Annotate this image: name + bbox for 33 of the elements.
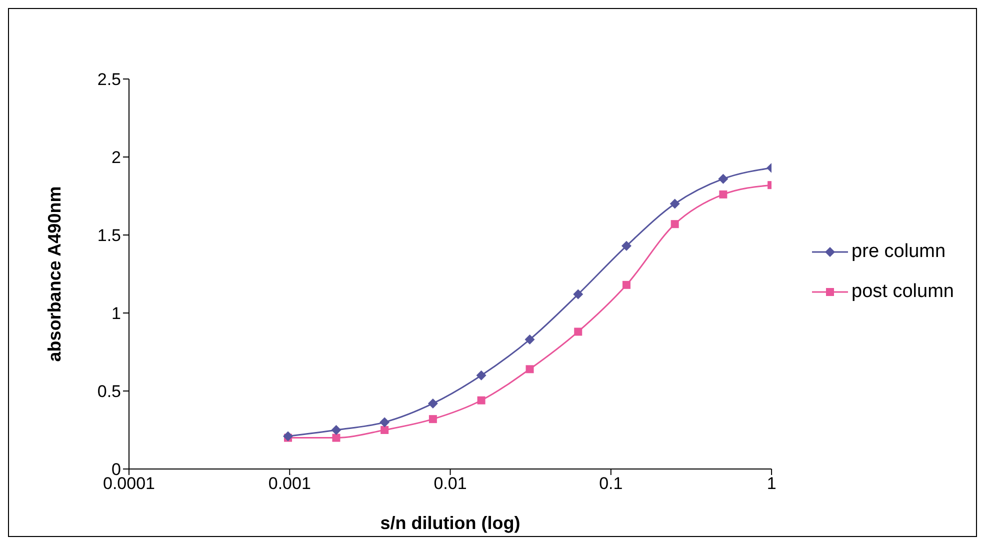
point — [283, 431, 294, 442]
point — [331, 425, 342, 435]
y-tick-label: 0.5 — [97, 382, 121, 402]
point — [622, 280, 630, 289]
x-tick-label: 0.01 — [434, 474, 467, 494]
x-tick-label: 0.001 — [268, 474, 311, 494]
x-axis-title: s/n dilution (log) — [380, 513, 520, 533]
point — [621, 240, 632, 251]
legend-label: post column — [852, 280, 954, 302]
point — [476, 370, 486, 380]
point — [574, 328, 582, 336]
point — [380, 426, 389, 434]
y-tick-label: 1.5 — [97, 226, 121, 246]
legend-label: pre column — [852, 240, 946, 262]
point — [526, 365, 534, 374]
point — [477, 396, 486, 404]
y-tick-label: 2 — [112, 148, 121, 168]
point — [670, 198, 680, 209]
point — [428, 415, 437, 424]
x-tick-label: 1 — [766, 474, 776, 494]
point — [332, 434, 340, 442]
y-axis-title: absorbance A490nm — [44, 186, 64, 362]
point — [380, 417, 390, 428]
point — [718, 174, 728, 184]
y-tick-label: 1 — [112, 304, 121, 324]
point — [670, 220, 679, 228]
y-tick-label: 2.5 — [97, 70, 121, 90]
x-tick-label: 0.1 — [599, 474, 623, 494]
point — [428, 398, 438, 408]
point — [573, 289, 584, 300]
point — [524, 334, 535, 345]
x-tick-label: 0.0001 — [103, 474, 155, 494]
point — [719, 190, 728, 198]
